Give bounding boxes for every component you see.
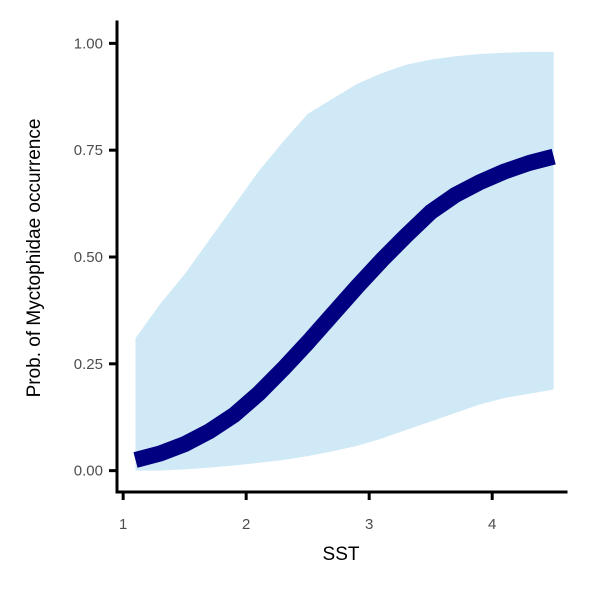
fitted-line-0 (133, 148, 556, 468)
axes: 0.00 0.25 0.50 0.75 1.00 1 2 3 4 (74, 20, 568, 533)
y-tick-label-3: 0.75 (74, 142, 103, 159)
x-tick-label-2: 3 (365, 516, 373, 533)
x-tick-label-0: 1 (119, 516, 127, 533)
x-axis-title: SST (323, 544, 360, 565)
y-tick-label-2: 0.50 (74, 249, 103, 266)
confidence-band-0 (135, 51, 554, 471)
x-tick-label-3: 4 (488, 516, 496, 533)
confidence-band-layer (135, 51, 554, 471)
y-tick-label-1: 0.25 (74, 356, 103, 373)
x-tick-label-1: 2 (242, 516, 250, 533)
y-axis-title: Prob. of Myctophidae occurrence (24, 119, 45, 398)
line-layer (133, 148, 556, 468)
y-tick-label-4: 1.00 (74, 35, 103, 52)
y-tick-label-0: 0.00 (74, 463, 103, 480)
